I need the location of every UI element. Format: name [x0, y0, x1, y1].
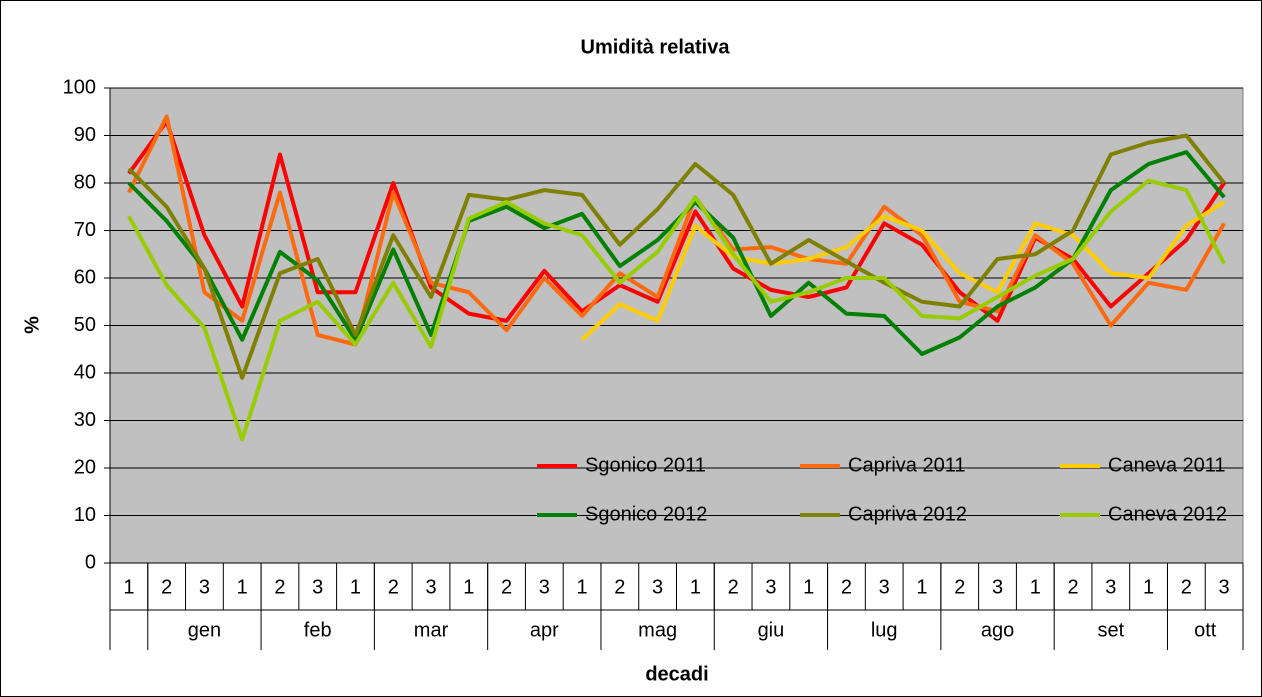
x-tick-label: 1	[237, 576, 248, 598]
legend-label: Caneva 2012	[1108, 503, 1227, 525]
x-tick-label: 2	[161, 576, 172, 598]
legend-label: Capriva 2011	[848, 454, 965, 476]
x-group-label: apr	[530, 619, 559, 641]
x-tick-label: 2	[388, 576, 399, 598]
x-tick-label: 3	[1219, 576, 1230, 598]
y-tick-label: 90	[74, 124, 96, 146]
x-tick-label: 2	[1067, 576, 1078, 598]
x-tick-label: 2	[954, 576, 965, 598]
legend-label: Capriva 2012	[848, 503, 967, 525]
series-line	[127, 133, 1226, 380]
x-tick-label: 1	[1143, 576, 1154, 598]
y-tick-label: 10	[74, 504, 96, 526]
y-axis-label: %	[21, 316, 43, 334]
x-tick-label: 2	[841, 576, 852, 598]
y-tick-label: 70	[74, 219, 96, 241]
x-tick-label: 3	[992, 576, 1003, 598]
series-line	[580, 200, 1226, 342]
x-group-label: lug	[871, 619, 898, 641]
x-group-label: mag	[638, 619, 677, 641]
x-tick-label: 2	[728, 576, 739, 598]
x-tick-label: 3	[199, 576, 210, 598]
y-tick-label: 0	[85, 551, 96, 573]
x-tick-label: 2	[501, 576, 512, 598]
x-tick-label: 1	[916, 576, 927, 598]
legend-label: Sgonico 2011	[585, 454, 706, 476]
x-axis-label: decadi	[645, 663, 708, 685]
y-tick-label: 50	[74, 314, 96, 336]
x-group-label: ott	[1194, 619, 1217, 641]
y-tick-label: 100	[63, 76, 96, 98]
x-tick-label: 1	[577, 576, 588, 598]
x-tick-label: 2	[274, 576, 285, 598]
x-tick-label: 3	[539, 576, 550, 598]
x-group-label: giu	[758, 619, 785, 641]
series-line	[127, 150, 1226, 356]
x-tick-label: 2	[614, 576, 625, 598]
x-group-label: ago	[981, 619, 1014, 641]
x-tick-label: 3	[879, 576, 890, 598]
x-tick-label: 1	[123, 576, 134, 598]
x-tick-label: 3	[652, 576, 663, 598]
x-tick-label: 2	[1181, 576, 1192, 598]
y-tick-label: 80	[74, 171, 96, 193]
x-tick-label: 1	[690, 576, 701, 598]
chart-title: Umidità relativa	[581, 36, 731, 58]
y-tick-label: 60	[74, 266, 96, 288]
x-group-label: feb	[304, 619, 332, 641]
x-group-label: set	[1097, 619, 1124, 641]
x-tick-label: 1	[1030, 576, 1041, 598]
x-tick-label: 3	[425, 576, 436, 598]
y-tick-label: 20	[74, 456, 96, 478]
series-line	[127, 178, 1226, 442]
series-line	[127, 114, 1226, 347]
x-tick-label: 3	[765, 576, 776, 598]
x-tick-label: 3	[312, 576, 323, 598]
x-group-label: mar	[414, 619, 449, 641]
x-tick-label: 1	[350, 576, 361, 598]
legend-label: Sgonico 2012	[585, 503, 707, 525]
y-tick-label: 40	[74, 361, 96, 383]
legend-label: Caneva 2011	[1108, 454, 1226, 476]
y-tick-label: 30	[74, 409, 96, 431]
x-tick-label: 1	[463, 576, 474, 598]
x-group-label: gen	[188, 619, 221, 641]
x-tick-label: 3	[1105, 576, 1116, 598]
x-tick-label: 1	[803, 576, 814, 598]
